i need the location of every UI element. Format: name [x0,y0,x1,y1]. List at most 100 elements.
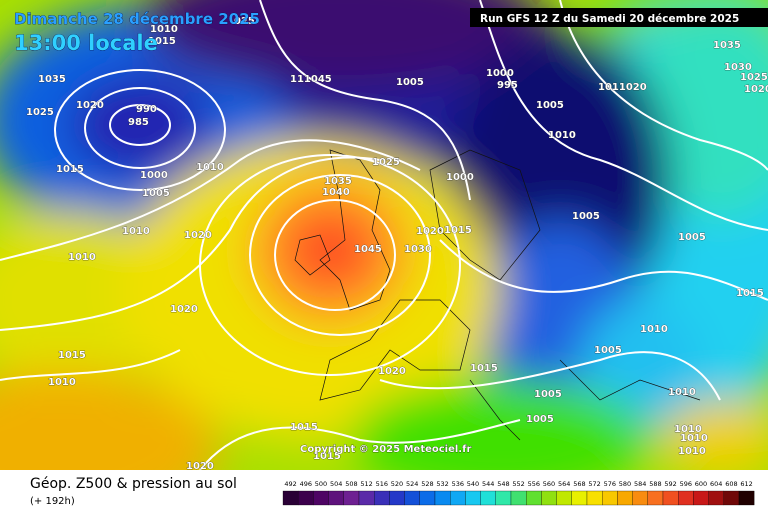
isobars [0,0,768,470]
isobar-label: 1015 [148,36,176,47]
isobar-label: 995 [497,80,518,91]
isobar-label: 1020 [170,304,198,315]
colorbar-swatch [708,490,724,506]
isobar-label: 1035 [38,74,66,85]
colorbar-swatch [571,490,588,506]
isobar-label: 1030 [724,62,752,73]
colorbar-tick-label: 596 [680,480,692,488]
isobar-label: 1000 [140,170,168,181]
colorbar-swatch [678,490,694,506]
isobar-label: 1045 [354,244,382,255]
isobar-label: 1005 [572,211,600,222]
colorbar-tick-label: 592 [664,480,676,488]
colorbar-swatch [282,490,299,506]
isobar-label: 1010 [678,446,706,457]
colorbar-swatch [632,490,648,506]
colorbar-tick-label: 552 [512,480,524,488]
isobar-label: 1010 [196,162,224,173]
colorbar-tick-label: 512 [360,480,372,488]
forecast-date: Dimanche 28 décembre 2025 [14,10,260,28]
isobar-label: 1005 [536,100,564,111]
colorbar-tick-label: 540 [467,480,479,488]
colorbar-swatch [480,490,496,506]
colorbar-tick-label: 556 [528,480,540,488]
isobar-label: 1000 [486,68,514,79]
colorbar-swatch [343,490,360,506]
colorbar-swatch [541,490,557,506]
colorbar-swatch [723,490,740,506]
colorbar-tick-label: 612 [740,480,752,488]
isobar-label: 1005 [594,345,622,356]
isobar-label: 1035 [713,40,741,51]
colorbar-tick-label: 608 [725,480,737,488]
colorbar-tick-label: 500 [315,480,327,488]
colorbar-tick-label: 584 [634,480,646,488]
isobar-label: 1040 [322,187,350,198]
colorbar-swatch [419,490,436,506]
colorbar-tick-label: 576 [604,480,616,488]
colorbar-swatch [313,490,329,506]
colorbar-swatch [374,490,390,506]
colorbar-tick-label: 544 [482,480,494,488]
colorbar-swatch [298,490,314,506]
colorbar-swatch [693,490,709,506]
colorbar-tick-label: 492 [284,480,296,488]
isobar-label: 1010 [674,424,702,435]
isobar-label: 1010 [150,24,178,35]
colorbar-tick-label: 496 [300,480,312,488]
colorbar-tick-label: 532 [436,480,448,488]
isobar-label: 1035 [324,176,352,187]
isobar-label: 1010 [122,226,150,237]
isobar-label: 1020 [416,226,444,237]
isobar-label: 1025 [372,157,400,168]
run-info: Run GFS 12 Z du Samedi 20 décembre 2025 [480,13,739,25]
lead-time: (+ 192h) [30,496,75,507]
colorbar-swatch [389,490,405,506]
colorbar-tick-label: 520 [391,480,403,488]
isobar-label: 1010 [668,387,696,398]
isobar-label: 111045 [290,74,332,85]
colorbar: 492 496 500 504 508 512 516 520 524 528 532 536 540 5… [282,480,755,506]
colorbar-tick-label: 548 [497,480,509,488]
isobar-label: 1010 [548,130,576,141]
coastlines [294,149,701,441]
colorbar-tick-label: 516 [376,480,388,488]
isobar-label: 025 [234,16,255,27]
isobar-label: 1030 [404,244,432,255]
colorbar-swatch [602,490,618,506]
isobar-label: 1010 [68,252,96,263]
isobar-label: 1015 [56,164,84,175]
isobar-label: 1015 [313,451,341,462]
colorbar-swatch [510,490,527,506]
isobar-label: 1015 [470,363,498,374]
copyright: Copyright © 2025 Meteociel.fr [300,444,471,455]
colorbar-tick-label: 600 [695,480,707,488]
product-title: Géop. Z500 & pression au sol [30,476,237,492]
colorbar-swatch [738,490,755,506]
isobar-label: 1005 [526,414,554,425]
colorbar-swatch [358,490,375,506]
isobar-label: 1020 [378,366,406,377]
isobar-label: 1010 [640,324,668,335]
isobar-label: 1005 [142,188,170,199]
isobar-label: 1015 [58,350,86,361]
colorbar-swatch [662,490,679,506]
isobar-label: 1020 [744,84,768,95]
isobar-label: 1020 [76,100,104,111]
isobar-label: 1025 [26,107,54,118]
isobar-label: 1005 [534,389,562,400]
forecast-time: 13:00 locale [14,31,158,55]
colorbar-tick-label: 528 [421,480,433,488]
colorbar-swatch [617,490,633,506]
colorbar-tick-label: 604 [710,480,722,488]
run-banner [470,8,768,27]
isobar-label: 1010 [680,433,708,444]
isobar-label: 985 [128,117,149,128]
colorbar-tick-label: 508 [345,480,357,488]
colorbar-swatch [434,490,451,506]
colorbar-tick-label: 572 [588,480,600,488]
colorbar-tick-label: 564 [558,480,570,488]
isobar-label: 1015 [736,288,764,299]
